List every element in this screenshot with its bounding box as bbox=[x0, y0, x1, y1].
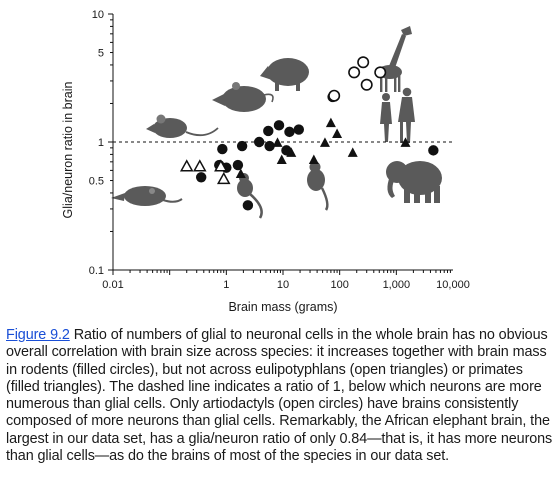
filled-circle-point bbox=[236, 140, 248, 152]
open-triangle-point bbox=[214, 159, 228, 172]
filled-circle-point bbox=[264, 140, 275, 152]
y-axis-title: Glia/neuron ratio in brain bbox=[61, 82, 75, 219]
filled-circle-point bbox=[293, 124, 304, 135]
y-tick-label: 0.5 bbox=[89, 176, 104, 188]
filled-circle-point bbox=[263, 125, 274, 137]
x-tick-label: 1,000 bbox=[383, 279, 411, 291]
open-circle-point bbox=[348, 66, 361, 79]
y-tick-label: 10 bbox=[92, 9, 104, 21]
figure: 0.01 1 10 100 1,000 10,000 0.1 0.5 1 5 10 Brain m… bbox=[61, 9, 470, 314]
y-tick-label: 1 bbox=[98, 137, 104, 149]
filled-circle-point bbox=[273, 120, 285, 131]
open-triangle-point bbox=[216, 171, 231, 185]
x-tick-label: 100 bbox=[330, 279, 348, 291]
filled-circle-point bbox=[195, 172, 207, 183]
filled-triangle-point bbox=[325, 117, 336, 128]
filled-triangle-point bbox=[235, 168, 246, 179]
filled-circle-point bbox=[428, 145, 439, 156]
filled-triangle-point bbox=[272, 137, 283, 147]
open-triangle-point bbox=[193, 159, 207, 172]
mouse-silhouette bbox=[146, 114, 219, 138]
open-circle-point bbox=[357, 56, 370, 69]
filled-triangle-point bbox=[347, 147, 358, 157]
x-tick-label: 0.01 bbox=[102, 279, 123, 291]
filled-triangle-point bbox=[332, 128, 343, 139]
filled-circle-point bbox=[217, 143, 228, 155]
x-axis-title: Brain mass (grams) bbox=[228, 300, 337, 314]
capybara-silhouette bbox=[260, 58, 309, 91]
rat-silhouette bbox=[212, 82, 274, 112]
filled-circle-point bbox=[232, 159, 244, 171]
filled-triangle-point bbox=[276, 154, 287, 165]
filled-triangle-point bbox=[308, 154, 319, 165]
shrew-silhouette bbox=[111, 186, 183, 206]
x-tick-label: 10,000 bbox=[436, 279, 470, 291]
open-circle-point bbox=[360, 78, 373, 91]
y-tick-label: 0.1 bbox=[89, 265, 104, 277]
humans-silhouette bbox=[380, 87, 415, 143]
filled-triangle-point bbox=[286, 147, 297, 157]
lemur-silhouette bbox=[237, 173, 263, 219]
elephant-silhouette bbox=[386, 161, 442, 203]
giraffe-silhouette bbox=[378, 26, 412, 92]
x-tick-label: 1 bbox=[223, 279, 229, 291]
filled-circle-point bbox=[242, 200, 254, 211]
filled-triangle-point bbox=[319, 137, 330, 147]
monkey-silhouette bbox=[307, 161, 329, 211]
caption-text: Ratio of numbers of glial to neuronal ce… bbox=[6, 327, 553, 465]
filled-circle-point bbox=[284, 126, 295, 138]
filled-triangle-point bbox=[400, 137, 411, 147]
y-tick-label: 5 bbox=[98, 48, 104, 60]
open-circle-point bbox=[374, 66, 387, 79]
scatter-chart: 0.01 1 10 100 1,000 10,000 0.1 0.5 1 5 10 Brain m… bbox=[61, 9, 470, 314]
x-tick-label: 10 bbox=[277, 279, 289, 291]
figure-link[interactable]: Figure 9.2 bbox=[6, 327, 70, 343]
open-circle-point bbox=[328, 89, 341, 102]
figure-caption: Figure 9.2 Ratio of numbers of glial to … bbox=[6, 327, 554, 465]
open-triangle-point bbox=[179, 159, 194, 172]
filled-circle-point bbox=[253, 136, 265, 148]
